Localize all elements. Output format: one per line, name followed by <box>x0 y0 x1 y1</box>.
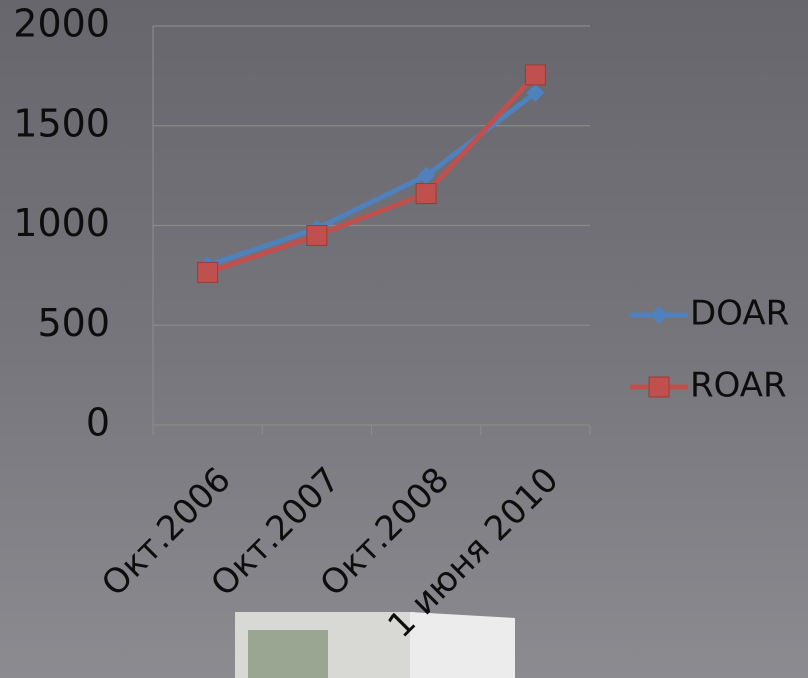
point <box>416 184 436 204</box>
legend-label: DOAR <box>690 294 789 334</box>
point <box>198 262 218 282</box>
series-line <box>208 75 536 273</box>
y-tick-label: 1500 <box>13 101 110 145</box>
y-tick-label: 0 <box>86 401 110 445</box>
y-tick-label: 1000 <box>13 201 110 245</box>
point <box>525 65 545 85</box>
legend-label: ROAR <box>690 366 787 406</box>
door-decoration <box>235 612 515 678</box>
y-tick-label: 2000 <box>13 2 110 46</box>
point <box>650 306 668 324</box>
chart: 0500100015002000Окт.2006Окт.2007Окт.2008… <box>0 0 808 678</box>
page: 0500100015002000Окт.2006Окт.2007Окт.2008… <box>0 0 808 678</box>
door-window <box>248 630 328 678</box>
point <box>307 225 327 245</box>
y-tick-label: 500 <box>37 301 110 345</box>
series-line <box>208 93 536 266</box>
point <box>649 377 669 397</box>
